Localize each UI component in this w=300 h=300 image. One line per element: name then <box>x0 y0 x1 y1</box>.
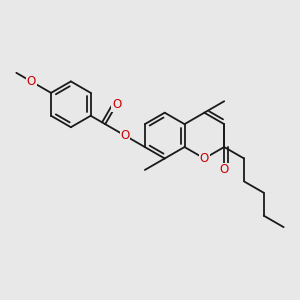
Text: O: O <box>112 98 121 111</box>
Text: O: O <box>220 164 229 176</box>
Text: O: O <box>27 75 36 88</box>
Text: O: O <box>200 152 209 165</box>
Text: O: O <box>120 129 130 142</box>
